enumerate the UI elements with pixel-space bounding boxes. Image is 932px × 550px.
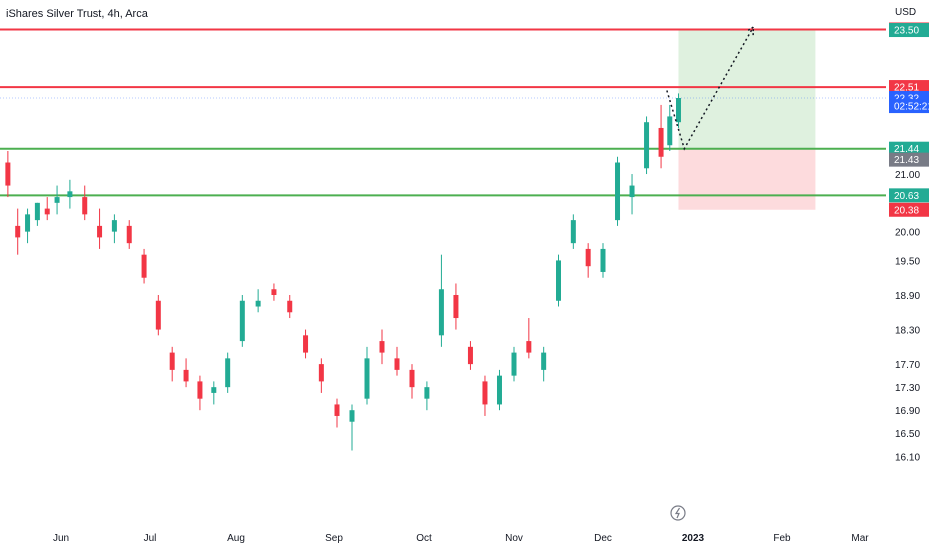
candle [183,358,189,388]
svg-text:21.43: 21.43 [894,155,919,166]
candle [15,208,21,255]
svg-text:20.38: 20.38 [894,205,919,216]
svg-text:20.63: 20.63 [894,191,919,202]
y-tick-label: 18.30 [895,326,920,337]
candle [467,341,473,370]
candle [141,248,147,284]
candle [453,283,459,330]
x-tick-label: Jun [53,533,69,544]
price-tag: 21.44 [889,141,929,156]
candle [424,381,430,411]
price-axis: USD 21.00 20.00 19.50 18.90 18.30 17.70 17.30 1… [895,7,920,463]
projection-line [666,26,754,151]
candle [511,346,517,382]
candle [54,185,60,215]
candle [303,329,309,359]
candle [82,185,88,221]
candles [5,93,681,451]
candle [541,346,547,382]
candle [34,202,40,226]
x-tick-label: Mar [851,533,869,544]
chart-title: iShares Silver Trust, 4h, Arca [6,8,148,20]
candle [287,295,293,319]
price-tag: 21.43 [889,152,929,167]
event-icon[interactable] [670,505,686,521]
svg-text:22.32: 22.32 [894,94,919,105]
candle [97,208,103,249]
candle [111,214,117,244]
candle [364,346,370,405]
candle [629,174,635,215]
candle [255,289,261,313]
candle [211,381,217,405]
svg-text:22.51: 22.51 [894,83,919,94]
y-tick-label: 20.00 [895,228,920,239]
candle [585,243,591,278]
candle [25,208,31,244]
candle [482,375,488,416]
price-tag: 20.38 [889,202,929,217]
svg-text:23.50: 23.50 [894,26,919,37]
candle [44,197,50,221]
candle [496,369,502,411]
x-tick-label: Oct [416,533,432,544]
x-tick-label: Jul [144,533,157,544]
y-tick-label: 18.90 [895,291,920,302]
candle [197,375,203,411]
candle [644,116,650,175]
price-tag: 02:52:21 [889,99,932,114]
candle [155,295,161,336]
position-zones [678,30,816,210]
candle [600,243,606,278]
candle [658,104,664,169]
candle [126,220,132,249]
y-tick-label: 19.50 [895,256,920,267]
candle [526,318,532,359]
projection-path [666,25,755,151]
time-axis: Jun Jul Aug Sep Oct Nov Dec 2023 Feb Mar [53,533,869,544]
price-tags: 23.5123.5022.5122.3202:52:2121.4421.4320… [889,22,932,217]
y-tick-label: 16.10 [895,452,920,463]
candle [409,364,415,399]
price-tag: 20.63 [889,188,929,203]
y-tick-label: 17.70 [895,360,920,371]
x-tick-label: Feb [773,533,791,544]
candle [5,151,11,198]
candle [438,254,444,347]
y-tick-label: 16.90 [895,406,920,417]
currency-label: USD [895,7,916,18]
candle [67,179,73,209]
candle [318,358,324,393]
candle [394,346,400,376]
y-tick-label: 17.30 [895,383,920,394]
price-tag: 23.50 [889,23,929,38]
candle [667,104,673,151]
candle [271,283,277,301]
candle [556,254,561,307]
x-tick-label: Sep [325,533,343,544]
horizontal-levels [0,28,886,197]
y-tick-label: 21.00 [895,170,920,181]
stop-zone [678,148,816,210]
candle [379,329,385,365]
y-tick-label: 16.50 [895,429,920,440]
x-tick-label: 2023 [682,533,705,544]
candle [615,156,621,226]
svg-text:21.44: 21.44 [894,144,919,155]
candle [570,214,576,249]
x-tick-label: Nov [505,533,523,544]
target-zone [678,30,816,149]
candle [239,295,245,347]
candle [349,404,355,451]
projection-arrowhead [746,25,755,36]
x-tick-label: Aug [227,533,245,544]
price-tag: 22.51 [889,80,929,95]
candle [225,352,231,393]
candle [675,93,681,128]
x-tick-label: Dec [594,533,612,544]
svg-text:02:52:21: 02:52:21 [894,102,932,113]
candle [334,398,340,428]
candle [169,346,175,382]
